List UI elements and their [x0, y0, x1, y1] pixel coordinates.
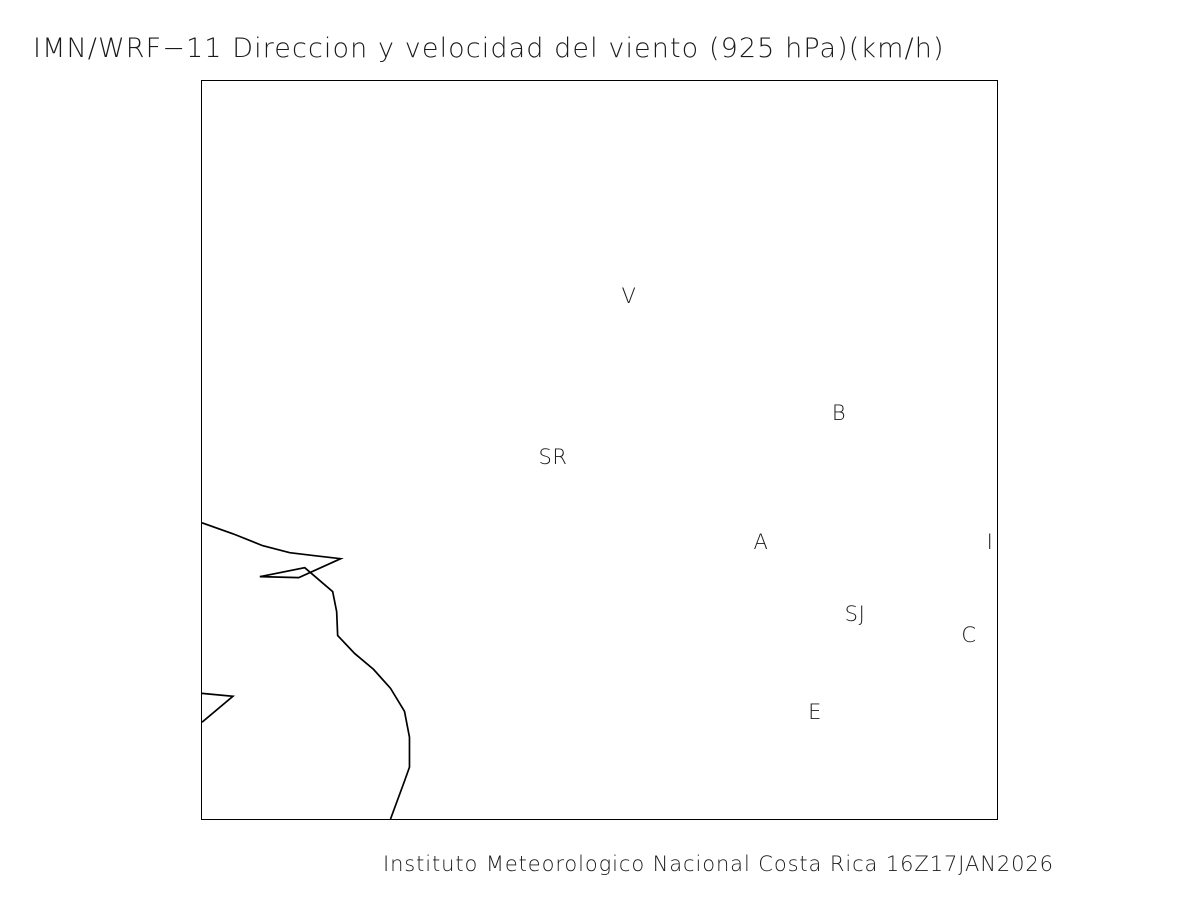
page-title: IMN/WRF−11 Direccion y velocidad del vie…: [33, 33, 945, 64]
map-plot-frame: V B SR A I SJ C E: [201, 80, 998, 820]
coastline-group: [202, 523, 409, 819]
coastline-path: [202, 693, 233, 722]
coastline-path: [202, 523, 409, 819]
map-footer-credit: Instituto Meteorologico Nacional Costa R…: [383, 852, 1054, 876]
coastline-layer: [202, 81, 997, 819]
